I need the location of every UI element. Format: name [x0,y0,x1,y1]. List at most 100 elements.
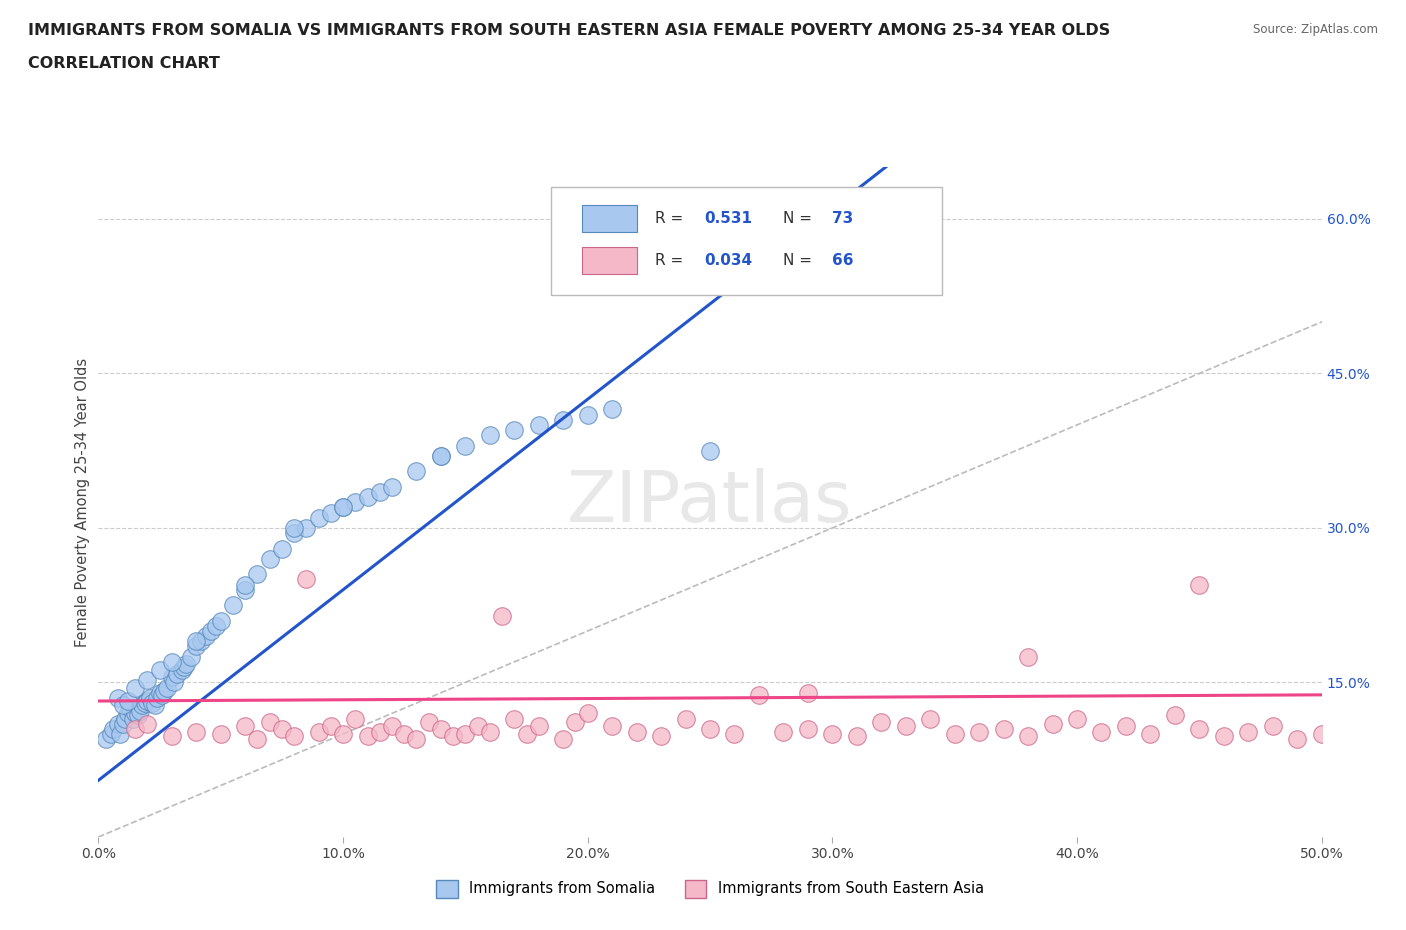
Point [246,567,269,582]
Point [111,716,134,731]
Point [160,728,183,743]
Point [392,726,416,741]
Point [1188,722,1211,737]
FancyBboxPatch shape [582,247,637,273]
Point [259,551,281,566]
Point [186,724,208,739]
Point [101,722,124,737]
Point [136,673,159,688]
Point [527,718,550,733]
Text: ZIPatlas: ZIPatlas [567,468,853,537]
Point [381,718,404,733]
Point [553,412,575,427]
Point [117,694,139,709]
Point [319,718,342,733]
Point [259,714,281,729]
Point [176,657,198,671]
Point [1237,724,1260,739]
Point [1261,718,1284,733]
Point [870,714,893,729]
Point [233,578,256,592]
Point [527,418,550,432]
Point [1164,708,1187,723]
Point [1017,728,1039,743]
FancyBboxPatch shape [551,188,942,295]
Point [166,667,188,682]
Point [121,711,143,726]
Point [117,706,139,721]
Point [295,521,318,536]
Point [454,726,477,741]
Point [920,711,942,726]
Point [699,444,721,458]
Point [405,464,427,479]
Point [1286,732,1309,747]
Point [233,582,256,597]
Text: 0.531: 0.531 [704,211,752,226]
Point [107,716,129,731]
Point [797,722,820,737]
Point [356,728,378,743]
Point [478,724,501,739]
Point [283,525,305,540]
Point [146,690,169,705]
Point [626,724,648,739]
Point [600,718,623,733]
Point [200,623,222,638]
Y-axis label: Female Poverty Among 25-34 Year Olds: Female Poverty Among 25-34 Year Olds [75,358,90,646]
Point [1115,718,1137,733]
Point [124,722,146,737]
Point [418,714,440,729]
Text: R =: R = [655,211,688,226]
Point [405,732,427,747]
Point [553,732,575,747]
Point [127,708,149,723]
Point [600,402,623,417]
Point [110,726,132,741]
Point [124,706,146,721]
Point [576,706,599,721]
Point [332,726,354,741]
Point [576,407,599,422]
Point [1017,649,1039,664]
Point [368,724,391,739]
Point [141,696,163,711]
Point [515,726,537,741]
Point [772,724,794,739]
Point [107,690,129,705]
Point [467,718,489,733]
Point [797,685,820,700]
Point [283,521,305,536]
Text: IMMIGRANTS FROM SOMALIA VS IMMIGRANTS FROM SOUTH EASTERN ASIA FEMALE POVERTY AMO: IMMIGRANTS FROM SOMALIA VS IMMIGRANTS FR… [28,23,1111,38]
Point [209,613,232,628]
Point [190,634,212,649]
Point [186,639,208,654]
Point [283,728,305,743]
Point [246,732,269,747]
Point [332,500,354,515]
Point [1090,724,1112,739]
Point [134,696,156,711]
Point [163,675,186,690]
Point [94,732,117,747]
Point [111,698,134,712]
Text: Source: ZipAtlas.com: Source: ZipAtlas.com [1253,23,1378,36]
Point [491,608,513,623]
Point [441,728,464,743]
Point [129,704,152,719]
Point [894,718,917,733]
Point [675,711,697,726]
Point [1042,716,1064,731]
Point [100,726,122,741]
Point [209,726,232,741]
Point [1066,711,1088,726]
Text: 0.034: 0.034 [704,253,752,268]
Point [136,716,159,731]
Point [120,701,142,716]
Point [503,711,526,726]
Point [344,711,367,726]
Point [943,726,966,741]
Text: 73: 73 [832,211,853,226]
Point [143,698,166,712]
Legend: Immigrants from Somalia, Immigrants from South Eastern Asia: Immigrants from Somalia, Immigrants from… [430,874,990,903]
